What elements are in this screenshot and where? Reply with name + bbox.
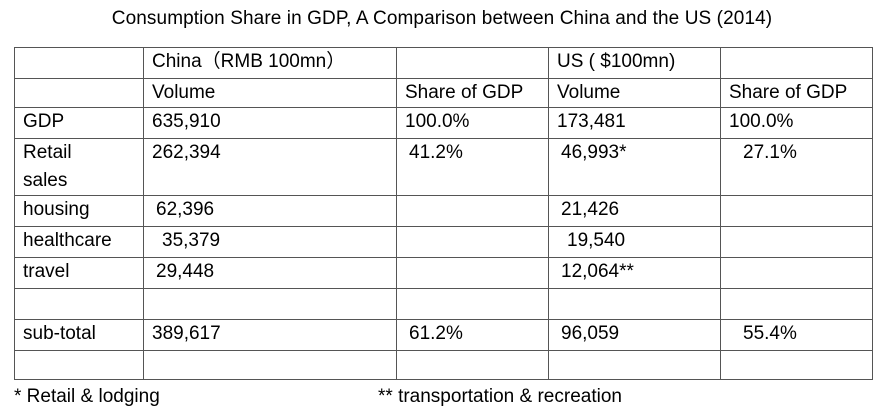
row-label: Retail sales [14, 138, 144, 196]
cell-value: 41.2% [396, 138, 549, 196]
cell-value: 19,540 [548, 226, 721, 258]
row-label: housing [14, 195, 144, 227]
cell-value [396, 257, 549, 289]
empty-cell [396, 288, 549, 320]
table-row: travel 29,448 12,064** [14, 257, 873, 289]
empty-cell [143, 350, 397, 380]
cell-value: 21,426 [548, 195, 721, 227]
cell-value [720, 195, 873, 227]
empty-cell [396, 350, 549, 380]
footnote-retail: * Retail & lodging [14, 386, 160, 407]
header-cell-us-share: Share of GDP [720, 78, 873, 108]
cell-value: 27.1% [720, 138, 873, 196]
row-label: healthcare [14, 226, 144, 258]
header-cell [396, 47, 549, 79]
footnote-transport: ** transportation & recreation [378, 386, 622, 407]
header-cell [14, 47, 144, 79]
header-cell-china: China（RMB 100mn） [143, 47, 397, 79]
table-row-spacer [14, 288, 873, 320]
cell-value: 262,394 [143, 138, 397, 196]
cell-value: 12,064** [548, 257, 721, 289]
cell-value: 100.0% [396, 107, 549, 139]
cell-value: 29,448 [143, 257, 397, 289]
row-label: GDP [14, 107, 144, 139]
empty-cell [14, 350, 144, 380]
cell-value [396, 195, 549, 227]
table-row-subtotal: sub-total 389,617 61.2% 96,059 55.4% [14, 319, 873, 351]
cell-value: 173,481 [548, 107, 721, 139]
header-cell-us-volume: Volume [548, 78, 721, 108]
header-cell-china-volume: Volume [143, 78, 397, 108]
table-title: Consumption Share in GDP, A Comparison b… [111, 8, 773, 29]
cell-value: 62,396 [143, 195, 397, 227]
cell-value: 96,059 [548, 319, 721, 351]
header-cell [14, 78, 144, 108]
row-label: sub-total [14, 319, 144, 351]
cell-value: 46,993* [548, 138, 721, 196]
cell-value: 55.4% [720, 319, 873, 351]
consumption-table: China（RMB 100mn） US ( $100mn) Volume Sha… [14, 47, 873, 380]
cell-value: 35,379 [143, 226, 397, 258]
cell-value: 389,617 [143, 319, 397, 351]
empty-cell [143, 288, 397, 320]
header-cell [720, 47, 873, 79]
empty-cell [548, 350, 721, 380]
table-row-spacer [14, 350, 873, 380]
cell-value [720, 226, 873, 258]
empty-cell [720, 350, 873, 380]
cell-value: 61.2% [396, 319, 549, 351]
header-cell-china-share: Share of GDP [396, 78, 549, 108]
empty-cell [548, 288, 721, 320]
empty-cell [720, 288, 873, 320]
row-label: travel [14, 257, 144, 289]
table-row: healthcare 35,379 19,540 [14, 226, 873, 258]
cell-value [720, 257, 873, 289]
cell-value: 100.0% [720, 107, 873, 139]
table-row: housing 62,396 21,426 [14, 195, 873, 227]
header-cell-us: US ( $100mn) [548, 47, 721, 79]
table-row: Retail sales 262,394 41.2% 46,993* 27.1% [14, 138, 873, 196]
table-row: GDP 635,910 100.0% 173,481 100.0% [14, 107, 873, 139]
empty-cell [14, 288, 144, 320]
header-row-measure: Volume Share of GDP Volume Share of GDP [14, 78, 873, 108]
cell-value [396, 226, 549, 258]
cell-value: 635,910 [143, 107, 397, 139]
header-row-currency: China（RMB 100mn） US ( $100mn) [14, 47, 873, 79]
